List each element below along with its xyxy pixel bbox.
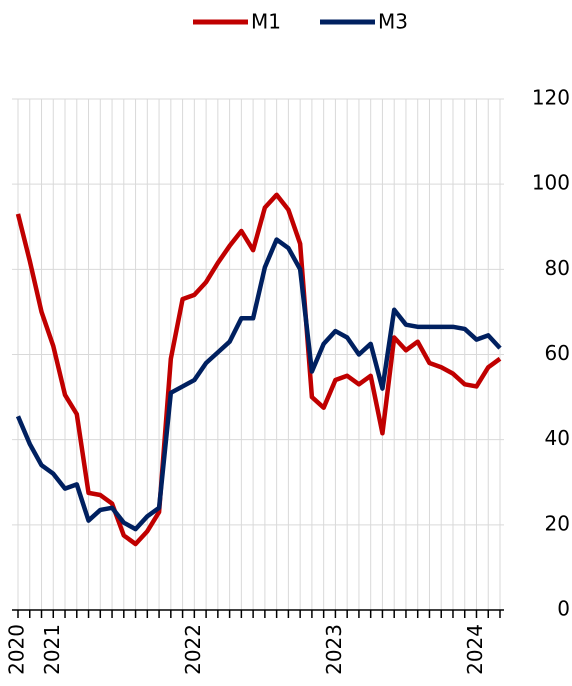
y-tick-label: 120 [532,86,570,110]
legend-label: M3 [378,10,408,34]
series-line [15,192,502,547]
x-tick-label: 2021 [40,624,64,675]
y-tick-label: 60 [545,341,570,365]
y-tick-label: 0 [557,597,570,621]
y-tick-label: 100 [532,171,570,195]
y-tick-label: 20 [545,511,570,535]
legend-label: M1 [251,10,281,34]
x-tick-label: 2020 [5,624,29,675]
series-line [15,237,502,532]
x-tick-label: 2022 [181,624,205,675]
y-tick-label: 80 [545,256,570,280]
x-tick-label: 2023 [322,624,346,675]
x-tick-label: 2024 [463,624,487,675]
y-tick-label: 40 [545,426,570,450]
